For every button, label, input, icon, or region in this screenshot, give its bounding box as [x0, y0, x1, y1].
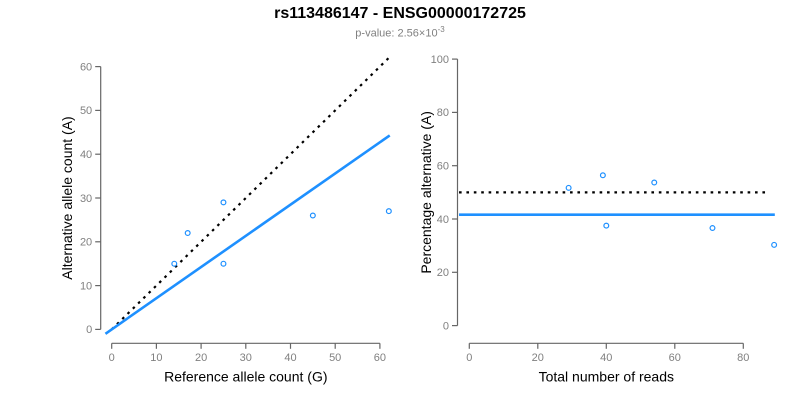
- x-axis-tick-label: 20: [532, 352, 544, 364]
- data-point: [184, 230, 191, 237]
- x-axis-title: Reference allele count (G): [164, 368, 327, 384]
- x-axis-tick-label: 30: [240, 352, 252, 364]
- y-axis-tick-label: 0: [443, 320, 449, 332]
- y-axis-tick-label: 20: [80, 237, 92, 249]
- data-point: [220, 260, 227, 267]
- x-axis-tick-label: 50: [329, 352, 341, 364]
- data-point: [771, 241, 778, 248]
- x-axis-tick-label: 0: [109, 352, 115, 364]
- data-point: [599, 172, 606, 179]
- data-point: [309, 212, 316, 219]
- y-axis-tick-label: 60: [80, 61, 92, 73]
- y-axis-tick-label: 80: [437, 107, 449, 119]
- x-axis-tick-label: 40: [284, 352, 296, 364]
- y-axis-tick-label: 30: [80, 193, 92, 205]
- y-axis-tick-label: 20: [437, 267, 449, 279]
- pvalue-exponent: -3: [437, 25, 445, 34]
- y-axis-tick-label: 60: [437, 161, 449, 173]
- chart-title: rs113486147 - ENSG00000172725: [274, 5, 526, 22]
- x-axis-tick-label: 60: [669, 352, 681, 364]
- pvalue-text: p-value: 2.56×10: [355, 27, 438, 40]
- data-point: [651, 179, 658, 186]
- x-axis-tick-label: 40: [600, 352, 612, 364]
- data-point: [171, 260, 178, 267]
- y-axis-tick-label: 0: [86, 324, 92, 336]
- chart-subtitle: p-value: 2.56×10-3: [0, 25, 800, 40]
- data-point: [709, 225, 716, 232]
- x-axis-tick-label: 80: [737, 352, 749, 364]
- x-axis-tick-label: 0: [466, 352, 472, 364]
- x-axis-tick-label: 10: [150, 352, 162, 364]
- data-point: [220, 199, 227, 206]
- y-axis-tick-label: 40: [437, 214, 449, 226]
- data-point: [385, 208, 392, 215]
- y-axis-tick-label: 40: [80, 149, 92, 161]
- y-axis-title: Percentage alternative (A): [418, 111, 434, 274]
- y-axis-tick-label: 100: [431, 54, 449, 66]
- x-axis-title: Total number of reads: [539, 368, 674, 384]
- data-point: [565, 184, 572, 191]
- y-axis-tick-label: 50: [80, 105, 92, 117]
- identity-line: [110, 55, 392, 331]
- x-axis-tick-label: 60: [374, 352, 386, 364]
- fit-line: [104, 134, 391, 335]
- y-axis-title: Alternative allele count (A): [59, 116, 75, 279]
- x-axis-tick-label: 20: [195, 352, 207, 364]
- data-point: [603, 222, 610, 229]
- y-axis-tick-label: 10: [80, 280, 92, 292]
